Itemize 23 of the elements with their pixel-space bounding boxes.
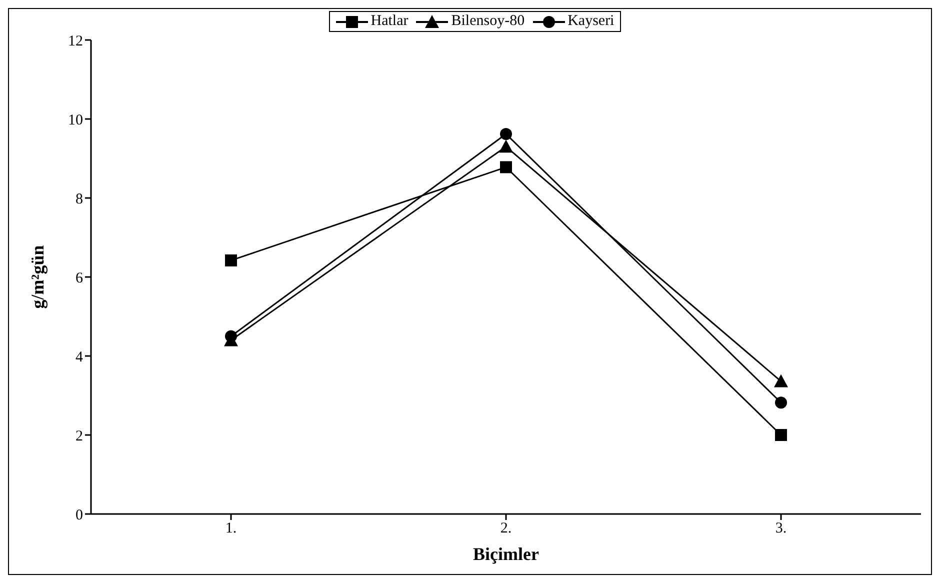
x-tick-label: 2. (500, 520, 512, 537)
point (500, 128, 512, 140)
point (775, 396, 787, 409)
y-tick-label: 6 (76, 270, 84, 286)
y-tick-label: 0 (76, 507, 83, 524)
point (499, 140, 513, 153)
point (774, 374, 788, 388)
y-tick-label: 10 (68, 112, 83, 128)
y-tick-label: 2 (76, 428, 83, 444)
legend-label: Bilensoy-80 (451, 13, 525, 30)
point (225, 254, 237, 266)
point (775, 429, 787, 441)
point (225, 330, 237, 342)
y-tick-label: 4 (76, 349, 84, 366)
x-tick-label: 1. (225, 520, 237, 537)
y-tick-label: 12 (68, 33, 83, 50)
legend-label: Hatlar (370, 13, 408, 30)
point (500, 161, 512, 174)
x-tick-label: 3. (775, 520, 787, 537)
x-axis-title: Biçimler (473, 544, 539, 564)
y-tick-label: 8 (76, 191, 83, 208)
y-axis-title: g/m²gün (27, 245, 48, 309)
legend-label: Kayseri (568, 13, 614, 30)
